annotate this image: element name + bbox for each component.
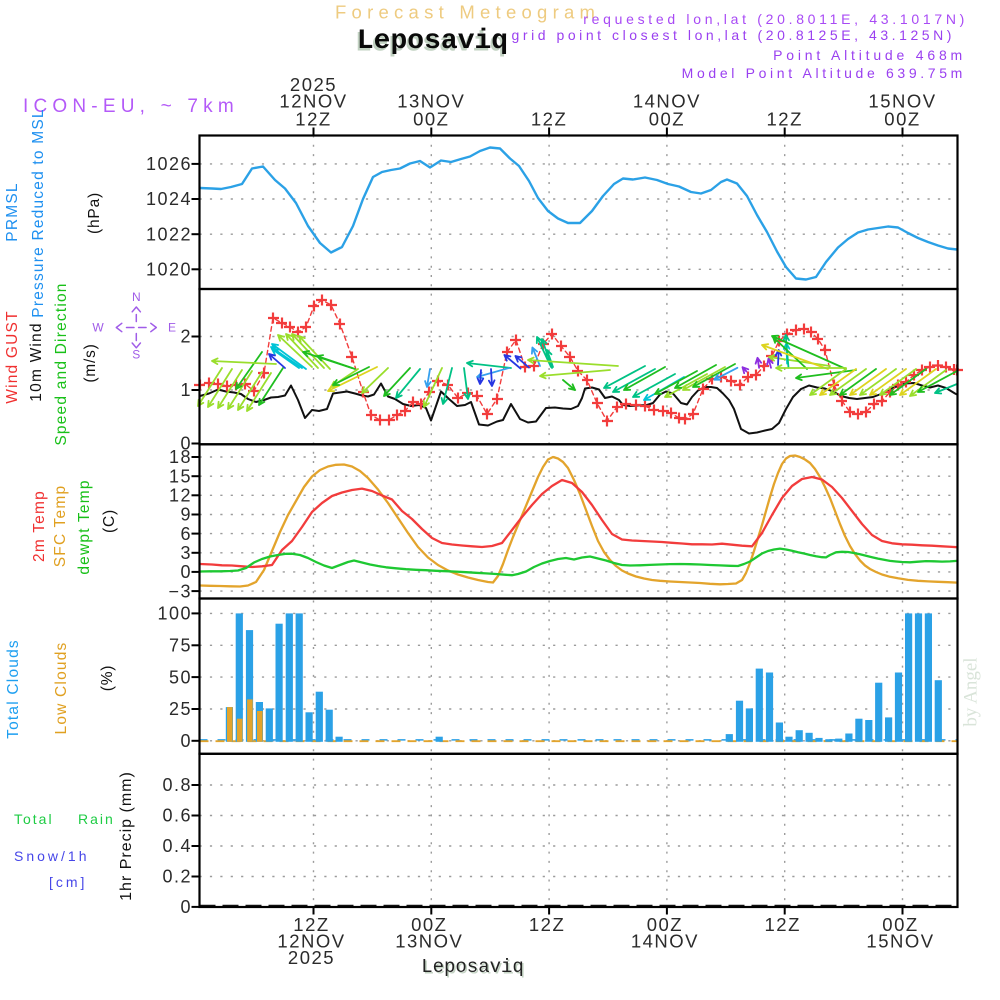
svg-text:3: 3	[180, 543, 192, 563]
svg-text:Leposaviq: Leposaviq	[423, 958, 526, 980]
svg-text:2m Temp: 2m Temp	[31, 490, 48, 562]
svg-text:1020: 1020	[146, 260, 192, 280]
svg-text:(C): (C)	[101, 509, 118, 533]
svg-text:ICON-EU, ~ 7km: ICON-EU, ~ 7km	[23, 96, 239, 117]
svg-text:Total Clouds: Total Clouds	[5, 639, 22, 739]
svg-text:25: 25	[169, 699, 192, 719]
svg-text:0: 0	[180, 434, 192, 454]
svg-text:00Z: 00Z	[882, 914, 918, 935]
svg-text:Pressure Reduced to MSL: Pressure Reduced to MSL	[30, 108, 47, 317]
svg-text:14NOV: 14NOV	[631, 931, 699, 952]
svg-text:by Angel: by Angel	[961, 657, 982, 726]
svg-text:Model Point Altitude 639.75m: Model Point Altitude 639.75m	[682, 65, 966, 81]
svg-text:50: 50	[169, 667, 192, 687]
svg-text:00Z: 00Z	[647, 914, 683, 935]
svg-text:Point Altitude 468m: Point Altitude 468m	[773, 47, 966, 63]
svg-text:SFC Temp: SFC Temp	[52, 485, 69, 568]
svg-text:13NOV: 13NOV	[395, 931, 463, 952]
svg-text:Leposaviq: Leposaviq	[357, 26, 508, 57]
svg-text:12Z: 12Z	[295, 109, 331, 130]
svg-text:Total: Total	[14, 811, 54, 827]
svg-text:00Z: 00Z	[411, 914, 447, 935]
svg-text:1: 1	[180, 380, 192, 400]
svg-text:2: 2	[180, 327, 192, 347]
svg-text:Rain: Rain	[78, 811, 115, 827]
svg-text:Forecast Meteogram: Forecast Meteogram	[335, 2, 600, 23]
svg-text:14NOV: 14NOV	[633, 91, 701, 112]
svg-text:15: 15	[169, 466, 192, 486]
svg-text:(m/s): (m/s)	[82, 343, 99, 382]
svg-text:S: S	[132, 348, 140, 362]
svg-text:2025: 2025	[290, 74, 337, 95]
svg-text:0: 0	[180, 562, 192, 582]
svg-text:0.8: 0.8	[162, 775, 192, 795]
svg-text:6: 6	[180, 524, 192, 544]
svg-text:00Z: 00Z	[884, 109, 920, 130]
svg-text:75: 75	[169, 636, 192, 656]
svg-text:dewpt Temp: dewpt Temp	[76, 479, 93, 574]
svg-text:12NOV: 12NOV	[279, 91, 347, 112]
svg-text:1026: 1026	[146, 154, 192, 174]
svg-text:1024: 1024	[146, 189, 192, 209]
svg-text:18: 18	[169, 447, 192, 467]
svg-text:15NOV: 15NOV	[868, 91, 936, 112]
svg-text:00Z: 00Z	[413, 109, 449, 130]
svg-text:Snow/1h: Snow/1h	[14, 848, 89, 864]
svg-text:Leposaviq: Leposaviq	[421, 956, 524, 978]
svg-text:Wind GUST: Wind GUST	[4, 310, 21, 403]
svg-text:PRMSL: PRMSL	[4, 182, 21, 241]
svg-text:0: 0	[180, 897, 192, 917]
svg-text:(%): (%)	[99, 665, 116, 692]
svg-text:Speed and Direction: Speed and Direction	[53, 282, 70, 445]
svg-text:12Z: 12Z	[765, 914, 801, 935]
svg-text:0: 0	[180, 731, 192, 751]
svg-text:Leposaviq: Leposaviq	[355, 29, 506, 60]
svg-text:10m Wind: 10m Wind	[28, 322, 45, 401]
svg-text:grid point closest lon,lat (20: grid point closest lon,lat (20.8125E, 43…	[512, 27, 955, 43]
svg-text:12Z: 12Z	[529, 914, 565, 935]
svg-text:2025: 2025	[288, 947, 335, 968]
svg-text:1hr Precip (mm): 1hr Precip (mm)	[118, 771, 135, 901]
svg-text:12Z: 12Z	[531, 109, 567, 130]
svg-text:1022: 1022	[146, 224, 192, 244]
svg-text:13NOV: 13NOV	[397, 91, 465, 112]
svg-text:12NOV: 12NOV	[277, 931, 345, 952]
svg-text:E: E	[168, 320, 176, 334]
svg-text:N: N	[132, 290, 141, 304]
svg-text:−3: −3	[168, 581, 192, 601]
svg-text:requested lon,lat (20.8011E, 4: requested lon,lat (20.8011E, 43.1017N)	[583, 11, 968, 27]
svg-text:Low Clouds: Low Clouds	[53, 642, 70, 735]
svg-text:9: 9	[180, 505, 192, 525]
svg-text:0.2: 0.2	[162, 867, 192, 887]
svg-text:00Z: 00Z	[649, 109, 685, 130]
svg-text:12Z: 12Z	[293, 914, 329, 935]
svg-text:(hPa): (hPa)	[86, 192, 103, 234]
svg-text:12Z: 12Z	[767, 109, 803, 130]
svg-text:W: W	[92, 321, 104, 335]
svg-text:[cm]: [cm]	[49, 874, 87, 890]
svg-text:12: 12	[169, 486, 192, 506]
svg-text:0.6: 0.6	[162, 806, 192, 826]
svg-text:0.4: 0.4	[162, 836, 192, 856]
svg-text:100: 100	[157, 604, 192, 624]
svg-text:15NOV: 15NOV	[866, 931, 934, 952]
